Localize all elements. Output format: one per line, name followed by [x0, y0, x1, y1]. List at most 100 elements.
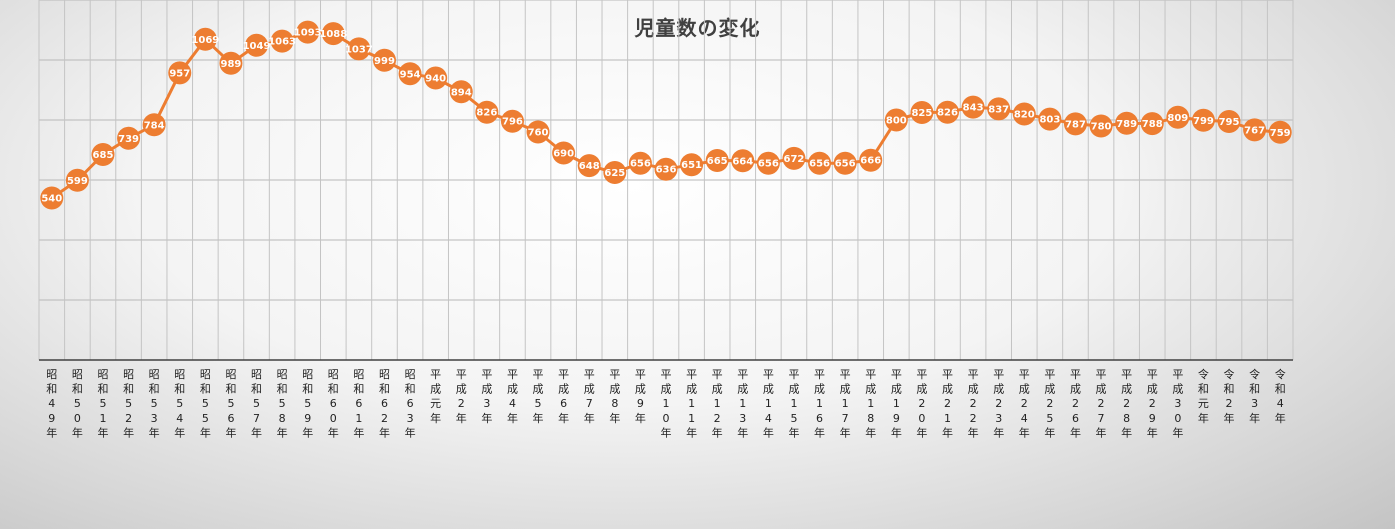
- data-label: 837: [988, 104, 1009, 115]
- data-label: 957: [169, 68, 190, 79]
- data-point: [168, 61, 192, 85]
- x-tick-label: 平成 3 0 年: [1172, 368, 1183, 439]
- data-label: 666: [860, 156, 881, 167]
- data-label: 1088: [319, 29, 347, 40]
- x-tick-label: 昭和 5 9 年: [302, 368, 313, 439]
- data-label: 796: [502, 117, 523, 128]
- data-point: [500, 109, 524, 133]
- x-tick-label: 平成 2 2 年: [968, 368, 979, 439]
- x-tick-label: 令和 4 年: [1275, 367, 1286, 425]
- data-label: 685: [93, 150, 114, 161]
- data-point: [859, 148, 883, 172]
- data-label: 940: [425, 74, 446, 85]
- x-tick-label: 平成 1 0 年: [661, 368, 672, 439]
- data-label: 787: [1065, 119, 1086, 130]
- x-tick-label: 平成 2 7 年: [1096, 368, 1107, 439]
- data-point: [142, 113, 166, 137]
- data-point: [1012, 102, 1036, 126]
- data-point: [1243, 118, 1267, 142]
- data-point: [705, 149, 729, 172]
- data-label: 799: [1193, 116, 1214, 127]
- x-tick-label: 平成 9 年: [635, 368, 646, 425]
- data-label: 843: [963, 103, 984, 114]
- data-label: 1063: [268, 37, 296, 48]
- x-tick-label: 平成 2 4 年: [1019, 368, 1030, 439]
- data-point: [526, 120, 550, 144]
- data-point: [1268, 120, 1292, 144]
- x-tick-label: 令和元年: [1198, 367, 1209, 425]
- x-tick-label: 平成 7 年: [584, 368, 595, 425]
- x-tick-label: 昭和 6 0 年: [328, 368, 339, 439]
- data-point: [193, 27, 217, 51]
- x-tick-label: 令和 3 年: [1249, 367, 1260, 425]
- data-label: 784: [144, 120, 165, 131]
- data-point: [782, 146, 806, 170]
- data-point: [910, 101, 934, 124]
- data-point: [40, 186, 64, 210]
- data-label: 795: [1219, 117, 1240, 128]
- chart-title: 児童数の変化: [634, 16, 761, 40]
- x-tick-label: 平成 2 8 年: [1121, 368, 1132, 439]
- data-point: [654, 157, 678, 181]
- data-label: 540: [41, 194, 62, 205]
- data-label: 665: [707, 156, 728, 167]
- x-tick-label: 昭和 5 3 年: [149, 368, 160, 439]
- data-point: [91, 143, 115, 166]
- x-tick-label: 平成 8 年: [609, 368, 620, 425]
- data-label: 760: [528, 128, 549, 139]
- data-label: 625: [604, 168, 625, 179]
- data-label: 999: [374, 56, 395, 67]
- x-tick-label: 平成元年: [430, 368, 441, 425]
- x-tick-label: 平成 3 年: [481, 368, 492, 425]
- x-tick-label: 昭和 5 7 年: [251, 368, 262, 439]
- x-tick-label: 昭和 6 2 年: [379, 368, 390, 439]
- data-label: 894: [451, 87, 472, 98]
- data-label: 954: [400, 69, 421, 80]
- x-tick-label: 平成 1 7 年: [840, 368, 851, 439]
- data-label: 664: [732, 156, 753, 167]
- data-point: [1166, 105, 1190, 129]
- x-tick-label: 平成 4 年: [507, 368, 518, 425]
- x-tick-label: 昭和 5 1 年: [97, 368, 108, 439]
- data-label: 767: [1244, 125, 1265, 136]
- data-label: 825: [911, 108, 932, 119]
- data-point: [219, 51, 243, 75]
- data-point: [961, 95, 985, 119]
- data-point: [1191, 108, 1215, 132]
- data-label: 788: [1142, 119, 1163, 130]
- x-tick-label: 昭和 4 9 年: [46, 368, 57, 439]
- x-tick-label: 昭和 5 4 年: [174, 368, 185, 439]
- x-tick-label: 昭和 5 8 年: [277, 368, 288, 439]
- x-tick-label: 平成 2 0 年: [916, 368, 927, 439]
- x-tick-label: 昭和 5 0 年: [72, 368, 83, 439]
- x-tick-label: 平成 5 年: [533, 368, 544, 425]
- data-point: [296, 20, 320, 44]
- data-point: [1089, 114, 1113, 138]
- data-label: 780: [1091, 122, 1112, 133]
- x-tick-label: 昭和 5 5 年: [200, 368, 211, 439]
- data-point: [372, 48, 396, 72]
- data-point: [731, 149, 755, 173]
- data-point: [808, 151, 832, 175]
- x-tick-label: 昭和 5 6 年: [225, 368, 236, 439]
- data-label: 656: [630, 159, 651, 170]
- x-tick-label: 平成 1 6 年: [814, 368, 825, 439]
- data-label: 989: [221, 59, 242, 70]
- x-tick-label: 平成 1 1 年: [686, 368, 697, 439]
- data-point: [1217, 110, 1241, 133]
- data-label: 648: [579, 161, 600, 172]
- data-label: 1049: [243, 41, 271, 52]
- data-label: 1093: [294, 28, 322, 39]
- data-label: 800: [886, 116, 907, 127]
- data-point: [347, 37, 371, 61]
- data-point: [577, 154, 601, 178]
- data-label: 672: [784, 154, 805, 165]
- data-point: [1038, 107, 1062, 131]
- data-label: 759: [1270, 128, 1291, 139]
- data-label: 651: [681, 160, 702, 171]
- data-label: 1069: [191, 35, 219, 46]
- data-label: 826: [476, 108, 497, 119]
- x-tick-label: 昭和 6 3 年: [405, 368, 416, 439]
- data-point: [65, 168, 89, 192]
- x-tick-label: 平成 2 9 年: [1147, 368, 1158, 439]
